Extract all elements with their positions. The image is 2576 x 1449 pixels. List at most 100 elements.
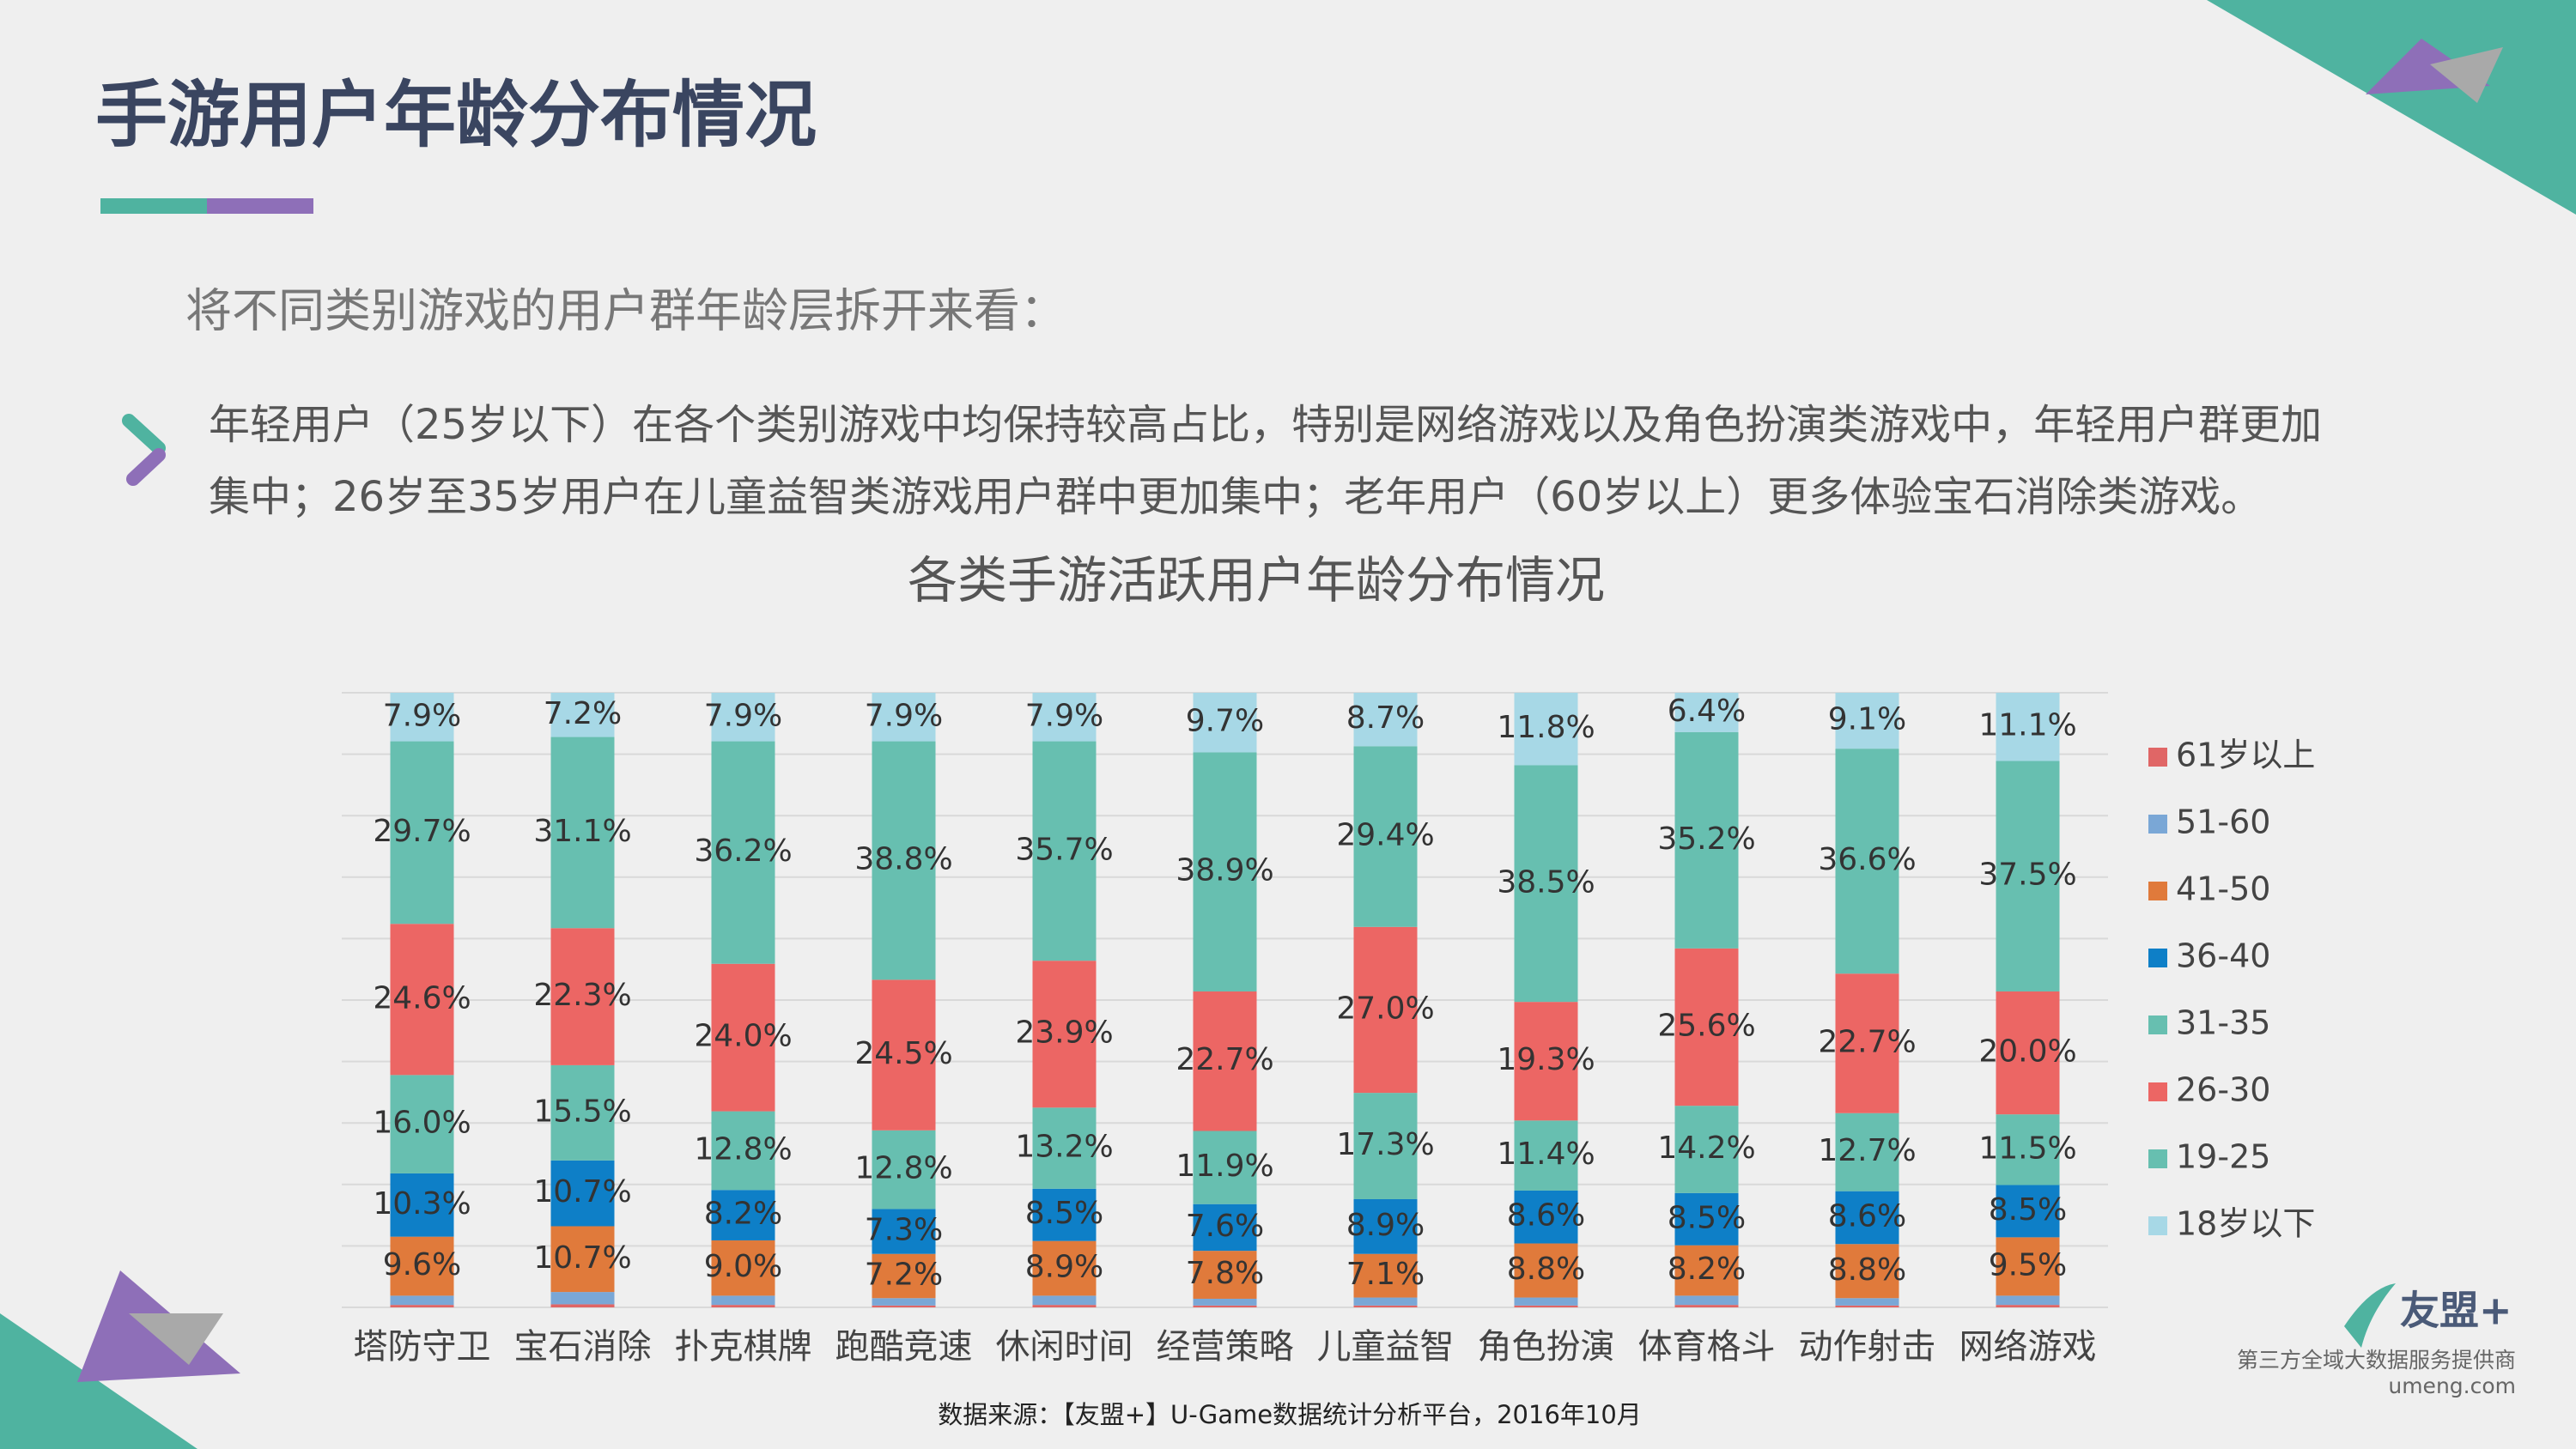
corner-decoration [2207, 0, 2576, 215]
data-label: 7.1% [1346, 1257, 1425, 1292]
bullet-text: 年轻用户（25岁以下）在各个类别游戏中均保持较高占比，特别是网络游戏以及角色扮演… [209, 401, 2322, 449]
bar-segment [1032, 1240, 1097, 1296]
logo-brand: 友盟+ [2400, 1288, 2512, 1334]
bar-segment [390, 924, 454, 1076]
bar-segment [1996, 1185, 2060, 1238]
bar-segment [550, 1160, 615, 1227]
x-tick-label: 角色扮演 [1478, 1327, 1615, 1367]
bar-segment [1835, 749, 1899, 974]
data-label: 16.0% [373, 1106, 471, 1141]
x-tick-label: 扑克棋牌 [675, 1327, 812, 1367]
bar-segment [1032, 1295, 1097, 1306]
bar-segment [550, 693, 615, 737]
bar-segment [550, 928, 615, 1065]
data-label: 8.6% [1828, 1198, 1906, 1234]
bar-segment [1835, 973, 1899, 1113]
bar-segment [1674, 948, 1739, 1106]
bar-segment [550, 1226, 615, 1293]
x-tick-label: 休闲时间 [996, 1327, 1133, 1367]
data-label: 25.6% [1657, 1009, 1755, 1044]
data-label: 8.2% [704, 1197, 782, 1232]
bar-segment [872, 1209, 936, 1254]
legend-swatch [2148, 1016, 2167, 1034]
bar-segment [1835, 1113, 1899, 1191]
data-label: 9.7% [1186, 704, 1264, 739]
bar-segment [1996, 1295, 2060, 1306]
x-tick-label: 网络游戏 [1959, 1327, 2097, 1367]
data-label: 14.2% [1657, 1131, 1755, 1166]
data-label: 13.2% [1015, 1130, 1113, 1165]
bar-segment [872, 1298, 936, 1306]
data-label: 22.7% [1176, 1042, 1273, 1077]
chart-title: 各类手游活跃用户年龄分布情况 [908, 551, 1605, 609]
bar-segment [1514, 765, 1578, 1003]
bar-segment [1353, 1093, 1418, 1199]
page-title: 手游用户年龄分布情况 [95, 73, 817, 157]
legend-label: 18岁以下 [2176, 1205, 2315, 1243]
bar-segment [1032, 1107, 1097, 1189]
bar-segment [390, 1173, 454, 1237]
logo-icon [2344, 1283, 2396, 1348]
data-label: 9.1% [1828, 702, 1906, 737]
bar-segment [711, 1190, 775, 1240]
data-label: 8.9% [1346, 1208, 1425, 1243]
bar-segment [872, 741, 936, 980]
bar-segment [550, 737, 615, 929]
data-label: 35.2% [1657, 822, 1755, 857]
data-label: 19.3% [1497, 1042, 1595, 1077]
data-label: 7.2% [544, 696, 622, 731]
bar-segment [1193, 1305, 1257, 1307]
bar-segment [1514, 1190, 1578, 1244]
legend-label: 31-35 [2176, 1004, 2270, 1042]
bar-segment [390, 1295, 454, 1306]
legend-swatch [2148, 815, 2167, 834]
data-label: 6.4% [1668, 694, 1746, 729]
data-label: 7.6% [1186, 1209, 1264, 1244]
title-underline [207, 198, 313, 214]
bar-segment [1353, 1198, 1418, 1254]
bar-segment [1032, 1305, 1097, 1307]
bar-segment [1353, 1253, 1418, 1298]
bar-segment [1514, 1002, 1578, 1121]
x-tick-label: 宝石消除 [514, 1327, 652, 1367]
bar-segment [390, 1075, 454, 1173]
data-label: 7.8% [1186, 1256, 1264, 1291]
bar-segment [390, 741, 454, 925]
data-label: 9.5% [1989, 1247, 2067, 1282]
legend-label: 19-25 [2176, 1138, 2270, 1176]
bullet-text: 集中；26岁至35岁用户在儿童益智类游戏用户群中更加集中；老年用户（60岁以上）… [209, 473, 2262, 521]
bar-segment [1193, 1203, 1257, 1252]
bar-segment [711, 1305, 775, 1307]
bar-segment [1674, 1295, 1739, 1306]
x-tick-label: 跑酷竞速 [835, 1327, 973, 1367]
bar-segment [1996, 761, 2060, 991]
legend-swatch [2148, 882, 2167, 900]
bar-segment [872, 1305, 936, 1307]
bar-segment [1514, 1120, 1578, 1191]
data-label: 7.9% [383, 698, 461, 733]
data-label: 20.0% [1978, 1034, 2076, 1070]
data-label: 17.3% [1336, 1127, 1434, 1162]
bullet-icon [122, 414, 166, 455]
bar-segment [872, 1130, 936, 1210]
bar-segment [390, 1305, 454, 1307]
data-label: 7.2% [865, 1257, 943, 1292]
data-label: 12.8% [854, 1151, 952, 1186]
legend-swatch [2148, 949, 2167, 967]
data-label: 36.6% [1818, 842, 1916, 877]
title-underline [100, 198, 207, 214]
x-tick-label: 动作射击 [1799, 1327, 1936, 1367]
data-label: 38.5% [1497, 864, 1595, 900]
logo-tagline: 第三方全域大数据服务提供商 [2237, 1348, 2516, 1373]
bar-segment [1353, 1305, 1418, 1307]
bar-segment [390, 693, 454, 742]
data-label: 31.1% [533, 814, 631, 849]
bar-segment [1032, 1188, 1097, 1241]
data-label: 8.9% [1025, 1250, 1103, 1285]
legend-label: 41-50 [2176, 870, 2270, 908]
data-label: 7.9% [865, 698, 943, 733]
bar-segment [1835, 1244, 1899, 1299]
data-label: 11.9% [1176, 1149, 1273, 1184]
bar-segment [1514, 1297, 1578, 1306]
data-label: 29.4% [1336, 818, 1434, 853]
